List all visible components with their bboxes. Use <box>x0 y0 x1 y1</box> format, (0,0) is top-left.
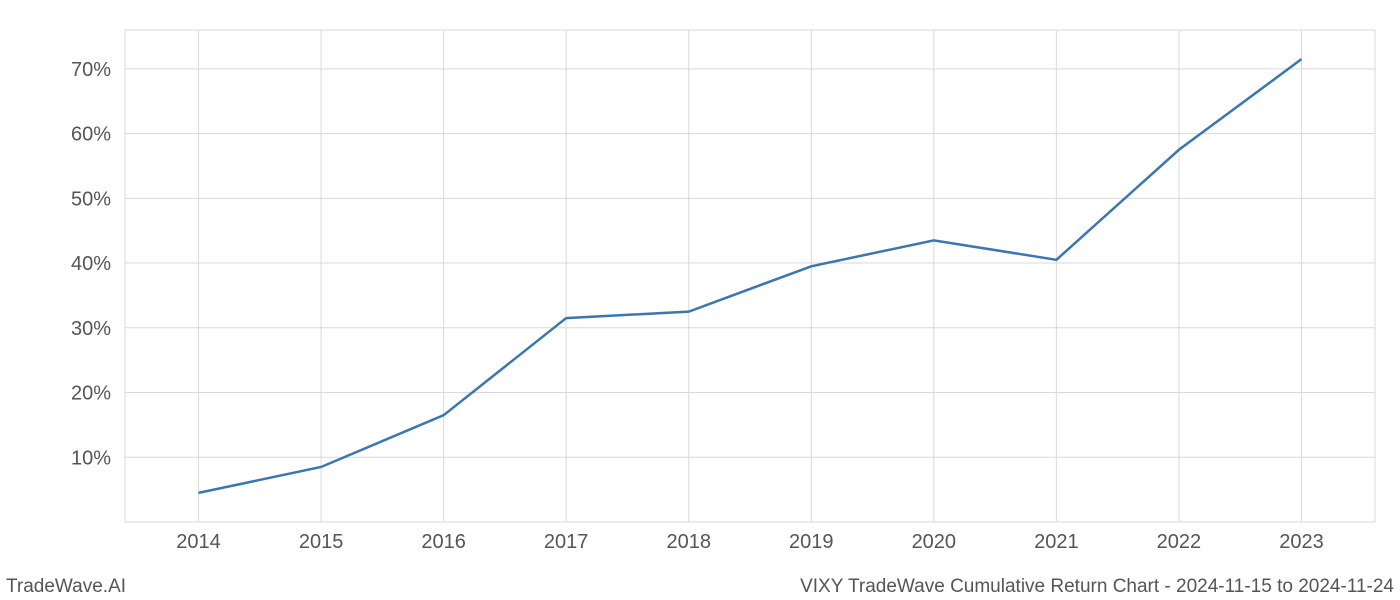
series-line <box>199 59 1302 493</box>
y-tick-label: 60% <box>71 124 111 146</box>
x-tick-label: 2015 <box>299 531 344 553</box>
footer-caption: VIXY TradeWave Cumulative Return Chart -… <box>800 576 1394 598</box>
x-tick-label: 2021 <box>1034 531 1079 553</box>
x-tick-label: 2014 <box>176 531 221 553</box>
y-tick-label: 10% <box>71 447 111 469</box>
y-tick-label: 30% <box>71 318 111 340</box>
x-tick-label: 2018 <box>666 531 711 553</box>
y-tick-label: 70% <box>71 59 111 81</box>
footer-brand: TradeWave.AI <box>6 576 126 598</box>
chart-footer: TradeWave.AI VIXY TradeWave Cumulative R… <box>0 564 1400 600</box>
x-tick-label: 2019 <box>789 531 834 553</box>
x-tick-label: 2016 <box>421 531 466 553</box>
chart-container: 2014 2015 2016 2017 2018 2019 2020 2021 2022 2023… <box>0 0 1400 600</box>
y-tick-label: 20% <box>71 383 111 405</box>
x-tick-label: 2023 <box>1279 531 1324 553</box>
y-tick-label: 50% <box>71 188 111 210</box>
y-tick-label: 40% <box>71 253 111 275</box>
x-tick-label: 2022 <box>1157 531 1202 553</box>
line-chart: 2014 2015 2016 2017 2018 2019 2020 2021 2022 2023… <box>0 0 1400 566</box>
plot-border <box>125 30 1375 522</box>
x-tick-label: 2017 <box>544 531 589 553</box>
x-tick-label: 2020 <box>912 531 957 553</box>
